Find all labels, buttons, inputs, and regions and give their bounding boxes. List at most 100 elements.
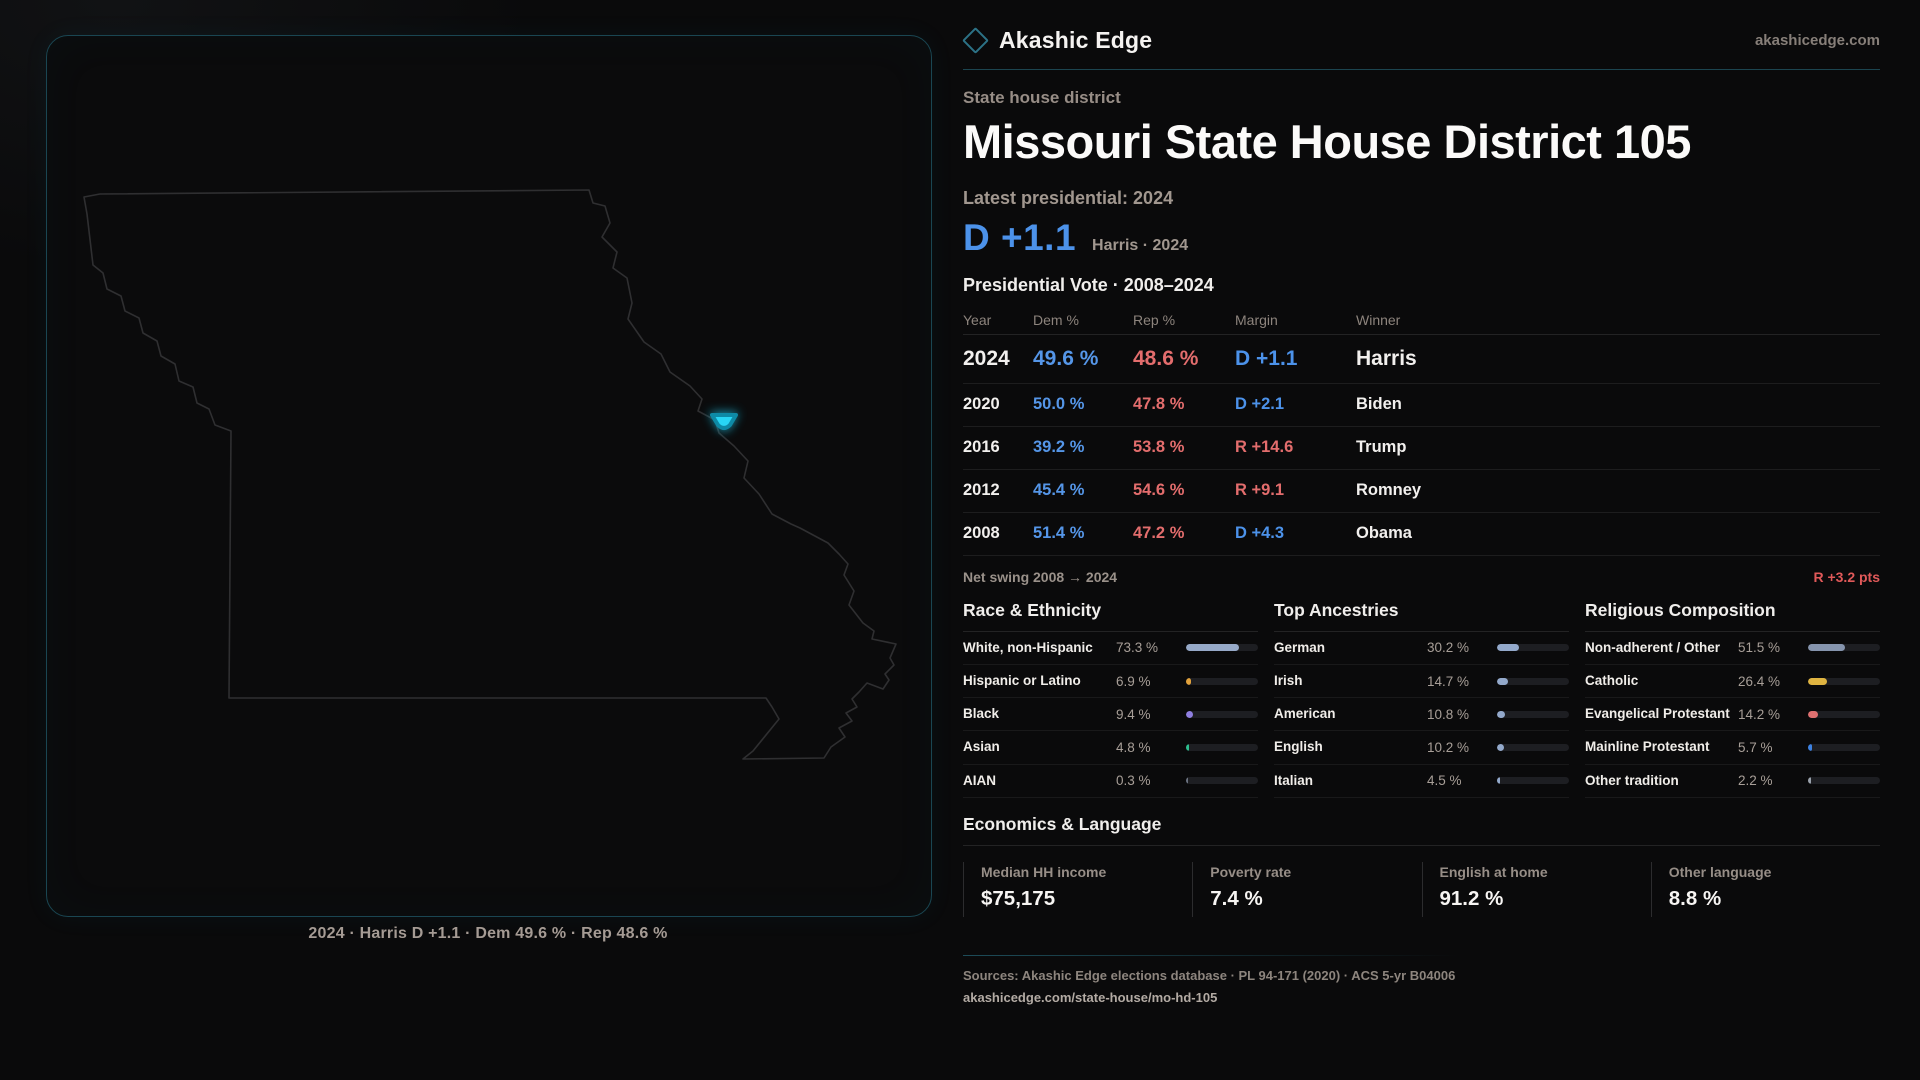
stat-block: Poverty rate 7.4 % bbox=[1192, 861, 1421, 917]
vote-table-title: Presidential Vote · 2008–2024 bbox=[963, 274, 1214, 295]
demo-row: Irish 14.7 % bbox=[1274, 665, 1569, 699]
cell-year: 2020 bbox=[963, 395, 1000, 414]
demo-bar-fill bbox=[1808, 677, 1827, 685]
district-marker bbox=[710, 413, 738, 430]
footer-divider bbox=[963, 954, 1459, 956]
demo-bar-track bbox=[1497, 777, 1569, 785]
col-rep: Rep % bbox=[1133, 311, 1176, 328]
stat-label: Median HH income bbox=[981, 863, 1107, 880]
cell-rep: 47.8 % bbox=[1133, 395, 1185, 414]
demo-row: Catholic 26.4 % bbox=[1585, 665, 1880, 699]
header: Akashic Edge akashicedge.com bbox=[962, 0, 1880, 70]
demo-row: German 30.2 % bbox=[1274, 632, 1569, 665]
col-year: Year bbox=[963, 311, 992, 328]
cell-winner: Romney bbox=[1356, 481, 1422, 500]
cell-winner: Obama bbox=[1356, 524, 1412, 543]
demo-value: 10.8 % bbox=[1427, 706, 1470, 722]
brand-domain: akashicedge.com bbox=[1754, 32, 1880, 49]
demo-value: 6.9 % bbox=[1116, 673, 1151, 689]
demo-bar-track bbox=[1808, 777, 1880, 785]
demo-bar-track bbox=[1186, 777, 1258, 785]
stat-label: English at home bbox=[1439, 863, 1548, 880]
cell-year: 2016 bbox=[963, 438, 1000, 457]
demo-bar-fill bbox=[1186, 743, 1190, 751]
demo-row: Other tradition 2.2 % bbox=[1585, 765, 1880, 798]
cell-rep: 54.6 % bbox=[1133, 481, 1185, 500]
demo-bar-fill bbox=[1808, 710, 1819, 718]
demo-value: 14.2 % bbox=[1738, 706, 1781, 722]
brand-name: Akashic Edge bbox=[999, 27, 1153, 53]
demo-row: AIAN 0.3 % bbox=[963, 765, 1258, 798]
demo-bar-fill bbox=[1186, 710, 1193, 718]
headline-note: Harris · 2024 bbox=[1092, 236, 1189, 254]
cell-year: 2024 bbox=[963, 346, 1010, 370]
demo-bar-fill bbox=[1808, 777, 1811, 785]
demo-label: White, non-Hispanic bbox=[963, 639, 1093, 655]
stat-block: Median HH income $75,175 bbox=[963, 861, 1192, 917]
demo-bar-fill bbox=[1186, 677, 1191, 685]
latest-presidential-label: Latest presidential: 2024 bbox=[963, 187, 1174, 208]
demo-value: 51.5 % bbox=[1738, 640, 1781, 656]
demo-value: 5.7 % bbox=[1738, 739, 1773, 755]
demo-bar-fill bbox=[1186, 777, 1188, 785]
col-margin: Margin bbox=[1235, 311, 1278, 328]
demo-value: 4.5 % bbox=[1427, 773, 1462, 789]
demo-bar-track bbox=[1186, 644, 1258, 652]
stat-value: 7.4 % bbox=[1210, 886, 1263, 910]
col-winner: Winner bbox=[1356, 311, 1401, 328]
demo-bar-track bbox=[1497, 743, 1569, 751]
stat-value: 8.8 % bbox=[1668, 886, 1722, 910]
demo-section: Top Ancestries German 30.2 % Irish 14.7 % Ame… bbox=[1274, 600, 1569, 798]
stat-label: Poverty rate bbox=[1210, 863, 1292, 880]
stat-block: Other language 8.8 % bbox=[1650, 861, 1880, 917]
demo-value: 2.2 % bbox=[1738, 773, 1773, 789]
vote-row: 2016 39.2 % 53.8 % R +14.6 Trump bbox=[963, 427, 1880, 470]
cell-winner: Harris bbox=[1356, 346, 1417, 370]
state-outline bbox=[83, 189, 897, 760]
permalink-text: akashicedge.com/state-house/mo-hd-105 bbox=[963, 989, 1218, 1005]
cell-rep: 53.8 % bbox=[1133, 438, 1185, 457]
demo-bar-track bbox=[1808, 743, 1880, 751]
demo-bar-fill bbox=[1497, 644, 1519, 652]
cell-dem: 50.0 % bbox=[1033, 395, 1085, 414]
demo-label: Asian bbox=[963, 739, 1000, 755]
demo-row: Non-adherent / Other 51.5 % bbox=[1585, 632, 1880, 665]
vote-row: 2008 51.4 % 47.2 % D +4.3 Obama bbox=[963, 513, 1880, 556]
vote-row: 2012 45.4 % 54.6 % R +9.1 Romney bbox=[963, 470, 1880, 513]
demo-value: 0.3 % bbox=[1116, 773, 1151, 789]
demo-value: 73.3 % bbox=[1116, 640, 1159, 656]
demo-bar-track bbox=[1186, 710, 1258, 718]
demo-bar-fill bbox=[1497, 777, 1501, 785]
vote-table-header: Year Dem % Rep % Margin Winner bbox=[963, 306, 1880, 335]
demo-label: Non-adherent / Other bbox=[1585, 639, 1721, 655]
kicker: State house district bbox=[963, 88, 1121, 107]
demo-bar-fill bbox=[1497, 710, 1505, 718]
demo-row: Hispanic or Latino 6.9 % bbox=[963, 665, 1258, 699]
page-title: Missouri State House District 105 bbox=[963, 115, 1691, 168]
demo-section-title: Race & Ethnicity bbox=[963, 600, 1258, 632]
demo-value: 14.7 % bbox=[1427, 673, 1470, 689]
demo-label: Irish bbox=[1274, 672, 1303, 688]
vote-row: 2020 50.0 % 47.8 % D +2.1 Biden bbox=[963, 384, 1880, 427]
demo-row: Mainline Protestant 5.7 % bbox=[1585, 731, 1880, 765]
cell-dem: 51.4 % bbox=[1033, 524, 1085, 543]
demo-value: 30.2 % bbox=[1427, 640, 1470, 656]
demo-section-title: Top Ancestries bbox=[1274, 600, 1569, 632]
stats-row: Median HH income $75,175 Poverty rate 7.4 %… bbox=[963, 861, 1880, 917]
demo-value: 26.4 % bbox=[1738, 673, 1781, 689]
missouri-map bbox=[83, 189, 897, 760]
diamond-logo-icon bbox=[962, 27, 989, 54]
cell-margin: R +9.1 bbox=[1235, 481, 1285, 500]
demo-bar-fill bbox=[1808, 743, 1813, 751]
cell-year: 2008 bbox=[963, 524, 1000, 543]
demo-bar-track bbox=[1808, 644, 1880, 652]
demo-label: Catholic bbox=[1585, 672, 1639, 688]
cell-winner: Biden bbox=[1356, 395, 1402, 414]
net-swing-label: Net swing 2008 → 2024 bbox=[963, 568, 1118, 585]
headline: D +1.1 Harris · 2024 bbox=[963, 217, 1880, 259]
stat-value: 91.2 % bbox=[1439, 886, 1504, 910]
demo-row: White, non-Hispanic 73.3 % bbox=[963, 632, 1258, 665]
col-dem: Dem % bbox=[1033, 311, 1079, 328]
demo-bar-track bbox=[1497, 644, 1569, 652]
demo-row: Black 9.4 % bbox=[963, 698, 1258, 732]
